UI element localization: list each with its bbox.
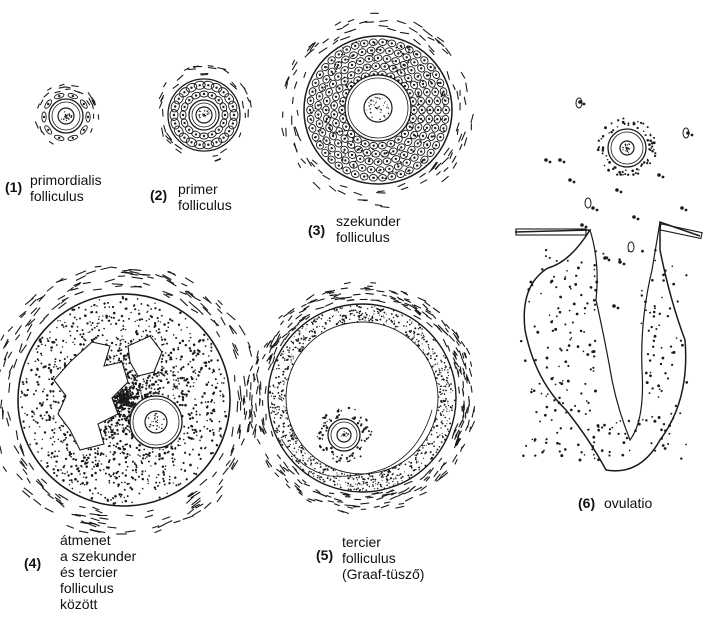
stage-2-number: (2) <box>150 187 168 203</box>
stage-5-label-line: (Graaf-tüsző) <box>342 566 425 582</box>
stage-1-label-line: folliculus <box>30 188 84 204</box>
stage-4-label-line: folliculus <box>60 580 114 596</box>
stage-2-label: primer folliculus <box>178 181 232 213</box>
stage-1-label-line: primordialis <box>30 172 102 188</box>
stage-4-label-line: és tercier <box>60 564 118 580</box>
stage-6-label-line: ovulatio <box>604 495 653 511</box>
stage-3-label-line: folliculus <box>336 229 390 245</box>
stage-4-label-line: a szekunder <box>60 548 137 564</box>
stage-4-label-line: között <box>60 596 98 612</box>
stage-3-label-line: szekunder <box>336 213 401 229</box>
stage-6-label: ovulatio <box>604 495 652 511</box>
stage-4-number: (4) <box>24 555 42 571</box>
stage-1-label: primordialis folliculus <box>30 172 102 204</box>
stage-6-number: (6) <box>578 495 596 511</box>
stage-5-label-line: tercier <box>342 534 381 550</box>
ovulation-drawing <box>514 97 703 472</box>
stage-2-label-line: folliculus <box>178 197 232 213</box>
graafian-follicle-drawing <box>246 281 475 514</box>
primary-follicle-drawing <box>158 65 252 162</box>
stage-5-number: (5) <box>316 547 334 563</box>
stage-3-label: szekunder folliculus <box>336 213 401 245</box>
stage-5-label: tercier folliculus (Graaf-tüsző) <box>342 534 424 582</box>
transitional-follicle-drawing <box>0 265 261 535</box>
stage-4-label-line: átmenet <box>60 532 111 548</box>
stage-3-number: (3) <box>308 222 326 238</box>
stage-4-label: átmenet a szekunder és tercier folliculu… <box>60 532 136 612</box>
primordial-follicle-drawing <box>34 83 100 145</box>
stage-1-number: (1) <box>5 179 23 195</box>
stage-5-label-line: folliculus <box>342 550 396 566</box>
stage-2-label-line: primer <box>178 181 218 197</box>
secondary-follicle-drawing <box>281 12 474 208</box>
